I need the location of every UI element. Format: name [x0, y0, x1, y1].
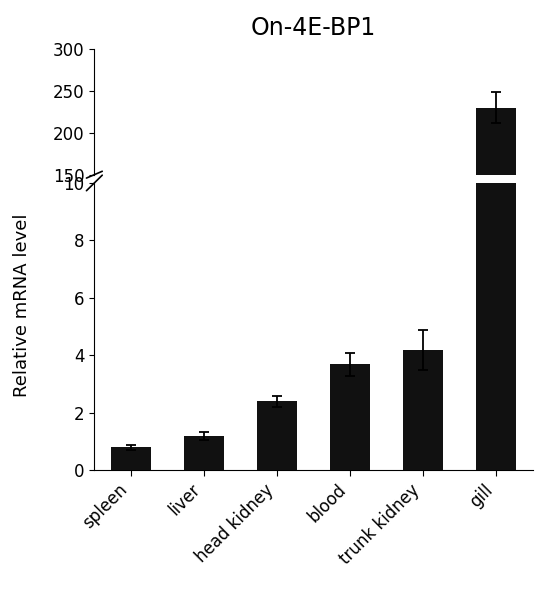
- Bar: [111, 300, 151, 301]
- Bar: [476, 108, 516, 301]
- Bar: [476, 0, 516, 470]
- Bar: [257, 401, 297, 470]
- Bar: [403, 349, 443, 470]
- Bar: [184, 436, 224, 470]
- Bar: [330, 364, 370, 470]
- Text: Relative mRNA level: Relative mRNA level: [13, 214, 31, 397]
- Bar: [184, 299, 224, 301]
- Bar: [257, 298, 297, 301]
- Bar: [403, 297, 443, 301]
- Bar: [330, 298, 370, 301]
- Title: On-4E-BP1: On-4E-BP1: [251, 16, 376, 40]
- Bar: [111, 447, 151, 470]
